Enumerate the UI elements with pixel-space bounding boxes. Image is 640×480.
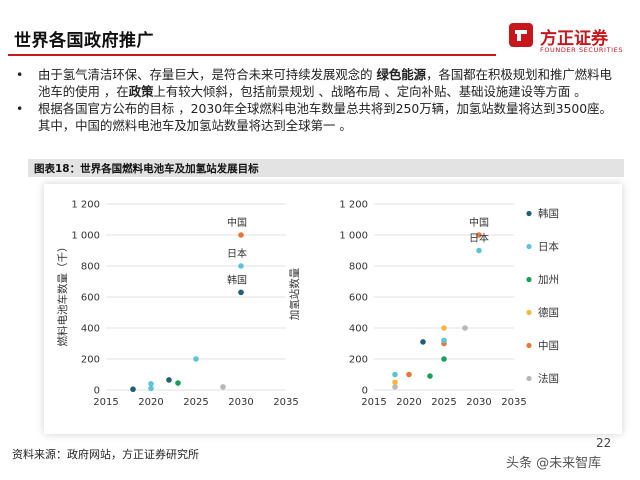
x-tick-label: 2030 (466, 397, 491, 408)
y-tick-label: 1 200 (339, 200, 368, 211)
bullet-item: • 由于氢气清洁环保、存量巨大，是符合未来可持续发展观念的 绿色能源，各国都在积… (14, 66, 614, 100)
legend-label: 中国 (538, 339, 559, 352)
source-note: 资料来源：政府网站，方正证券研究所 (12, 448, 199, 461)
charts-svg: 0 200 400 600 800 1 000 1 200 2015 2020 2025 2030 2… (56, 200, 559, 409)
legend-label: 德国 (538, 306, 559, 319)
chart-panel: 0 200 400 600 800 1 000 1 200 2015 2020 2025 2030 2… (44, 184, 622, 434)
y-tick-label: 600 (81, 293, 100, 304)
x-tick-label: 2025 (183, 397, 208, 408)
bullet-dot-icon: • (16, 101, 24, 116)
data-point (220, 384, 226, 390)
data-point (406, 371, 412, 378)
legend-marker (526, 210, 532, 217)
data-point (441, 325, 447, 331)
legend-marker (526, 375, 532, 382)
data-point (392, 379, 398, 386)
data-point (476, 247, 482, 254)
legend-label: 日本 (538, 240, 559, 253)
figure-title: 图表18：世界各国燃料电池车及加氢站发展目标 (34, 163, 259, 175)
y-tick-label: 800 (81, 262, 100, 273)
x-tick-label: 2025 (431, 397, 456, 408)
data-point (441, 356, 447, 362)
y-axis-label: 燃料电池车数量（千） (56, 242, 69, 347)
data-point (238, 263, 244, 269)
y-tick-label: 200 (81, 355, 100, 366)
bullet-list: • 由于氢气清洁环保、存量巨大，是符合未来可持续发展观念的 绿色能源，各国都在积… (14, 66, 614, 134)
data-point (427, 373, 433, 379)
bullet-text-pre: 由于氢气清洁环保、存量巨大，是符合未来可持续发展观念的 (38, 67, 377, 82)
data-point (166, 377, 172, 383)
x-tick-label: 2020 (138, 397, 163, 408)
y-tick-label: 1 000 (339, 231, 368, 242)
figure-caption-bar: 图表18：世界各国燃料电池车及加氢站发展目标 (28, 159, 624, 177)
y-tick-label: 400 (81, 324, 100, 335)
legend-marker (526, 276, 532, 283)
y-tick-label: 400 (349, 324, 368, 335)
bullet-item: • 根据各国官方公布的目标 ，2030年全球燃料电池车数量总共将到250万辆，加… (14, 100, 614, 134)
y-tick-label: 1 200 (71, 200, 100, 211)
y-tick-label: 600 (349, 293, 368, 304)
x-tick-label: 2015 (361, 397, 386, 408)
data-point (175, 380, 181, 386)
data-point (238, 232, 244, 238)
legend-label: 加州 (538, 274, 559, 286)
bullet-dot-icon: • (16, 67, 24, 82)
page-number: 22 (596, 436, 612, 450)
legend-label: 韩国 (538, 207, 559, 220)
data-point (392, 384, 398, 390)
header-divider (8, 54, 496, 56)
x-tick-label: 2030 (228, 397, 253, 408)
y-tick-label: 1 000 (71, 231, 100, 242)
y-axis-label: 加氢站数量 (288, 267, 301, 320)
bullet-bold-green-energy: 绿色能源 (376, 67, 427, 82)
x-tick-label: 2020 (396, 397, 421, 408)
data-label: 韩国 (227, 273, 247, 286)
x-tick-label: 2035 (501, 397, 526, 408)
legend-label: 法国 (538, 372, 559, 385)
data-point (392, 371, 398, 378)
data-point (420, 339, 426, 345)
data-point (130, 386, 136, 393)
bullet-text: 根据各国官方公布的目标 ，2030年全球燃料电池车数量总共将到250万辆，加氢站… (38, 101, 612, 133)
data-point (148, 381, 154, 387)
bullet-text-post: 上有较大倾斜，包括前景规划 、战略布局 、定向补贴、基础设施建设等方面 。 (153, 84, 587, 99)
data-point (238, 289, 244, 296)
y-tick-label: 0 (362, 386, 368, 397)
bullet-text-mid: ，各国都在积极规划和推广燃料电池车的使用 ，在 (38, 67, 612, 99)
data-label: 日本 (469, 232, 489, 245)
bullet-bold-policy: 政策 (128, 84, 154, 99)
data-label: 中国 (469, 216, 489, 229)
data-point (462, 325, 468, 331)
legend-marker (526, 309, 532, 316)
data-point (148, 385, 154, 392)
logo-name-en: FOUNDER SECURITIES (540, 46, 624, 54)
x-tick-label: 2015 (93, 397, 118, 408)
y-tick-label: 0 (94, 386, 100, 397)
watermark: 头条 @未来智库 (506, 456, 602, 471)
y-tick-label: 200 (349, 355, 368, 366)
logo-name-cn: 方正证券 (540, 29, 608, 49)
data-point (476, 232, 482, 238)
founder-logo-icon (509, 23, 533, 47)
data-point (193, 356, 199, 362)
legend-marker (526, 342, 532, 349)
data-point (441, 337, 447, 344)
page-title: 世界各国政府推广 (14, 31, 154, 51)
y-tick-label: 800 (349, 262, 368, 273)
legend-marker (526, 243, 532, 250)
company-logo: 方正证券 FOUNDER SECURITIES (508, 20, 634, 60)
data-label: 日本 (227, 247, 247, 260)
x-tick-label: 2035 (273, 397, 298, 408)
data-label: 中国 (227, 216, 247, 229)
